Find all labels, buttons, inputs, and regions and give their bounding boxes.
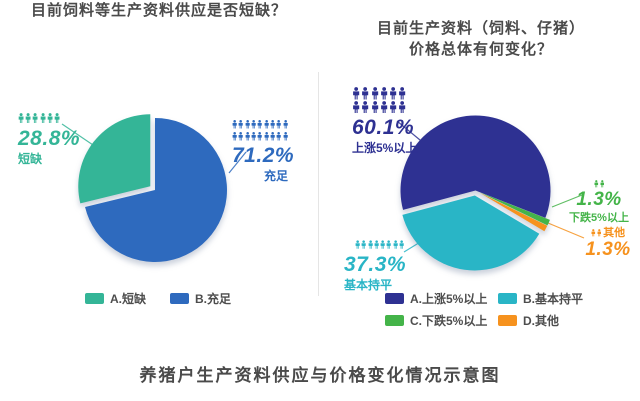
supply-pie-chart: [78, 114, 227, 262]
right-chart-title: 目前生产资料（饲料、仔猪） 价格总体有何变化？: [322, 18, 640, 60]
people-icons-other: [591, 228, 601, 238]
price-change-pie-chart: [400, 115, 551, 271]
callout-line: [228, 151, 247, 174]
callout-line: [396, 120, 421, 141]
legend-label-price-up: A.上涨5%以上: [410, 292, 488, 306]
shortage-swatch: [85, 293, 104, 304]
legend-item-shortage: A.短缺: [85, 290, 146, 307]
annotation-sufficient: 71.2% 充足: [232, 119, 295, 184]
pie-slice-基本持平: [402, 195, 540, 271]
panel-divider: [318, 72, 319, 296]
right-chart-title-line2: 价格总体有何变化？: [408, 41, 553, 58]
right-legend: A.上涨5%以上 B.基本持平 C.下跌5%以上 D.其他: [385, 290, 583, 329]
people-icons-shortage: [18, 112, 98, 124]
price-down-percent: 1.3%: [576, 188, 622, 210]
annotation-price-up: 60.1% 上涨5%以上: [352, 87, 432, 155]
people-icons-price-up: [352, 87, 432, 113]
legend-label-price-down: C.下跌5%以上: [410, 314, 488, 328]
pie-slice-下跌5%以上: [480, 192, 550, 226]
legend-label-shortage: A.短缺: [110, 292, 147, 306]
flat-swatch: [498, 293, 517, 304]
legend-item-other: D.其他: [498, 312, 583, 329]
annotation-flat: 37.3% 基本持平: [344, 239, 424, 292]
annotation-other: 其他 1.3%: [578, 227, 638, 261]
legend-label-flat: B.基本持平: [523, 292, 584, 306]
legend-item-price-up: A.上涨5%以上: [385, 290, 498, 307]
sufficient-percent: 71.2%: [232, 144, 295, 167]
price-down-label: 下跌5%以上: [569, 212, 629, 225]
other-icons-row: 其他: [578, 227, 638, 239]
price-up-percent: 60.1%: [352, 116, 415, 139]
price-up-label: 上涨5%以上: [352, 141, 418, 156]
annotation-price-down: 1.3% 下跌5%以上: [566, 179, 632, 224]
legend-item-price-down: C.下跌5%以上: [385, 312, 498, 329]
other-label: 其他: [603, 227, 626, 239]
callout-line: [61, 123, 97, 148]
people-icons-sufficient: [232, 119, 288, 141]
flat-percent: 37.3%: [344, 253, 407, 276]
annotation-shortage: 28.8% 短缺: [18, 112, 98, 166]
flat-label: 基本持平: [344, 278, 393, 293]
pie-slice-上涨5%以上: [400, 115, 551, 218]
callout-line: [551, 194, 583, 208]
price-up-swatch: [385, 293, 404, 304]
legend-label-sufficient: B.充足: [195, 292, 232, 306]
legend-label-other: D.其他: [523, 314, 560, 328]
people-icons-flat: [355, 239, 424, 250]
left-legend: A.短缺 B.充足: [85, 290, 231, 307]
bottom-caption: 养猪户生产资料供应与价格变化情况示意图: [139, 366, 501, 385]
other-percent: 1.3%: [585, 239, 631, 261]
people-icons-price-down: [594, 179, 604, 189]
pie-slice-充足: [85, 118, 227, 262]
left-chart-title: 目前饲料等生产资料供应是否短缺？: [30, 2, 287, 19]
legend-item-sufficient: B.充足: [170, 290, 231, 307]
pie-slice-短缺: [78, 114, 151, 204]
shortage-percent: 28.8%: [18, 127, 81, 150]
shortage-label: 短缺: [18, 152, 43, 167]
legend-item-flat: B.基本持平: [498, 290, 583, 307]
sufficient-swatch: [170, 293, 190, 304]
people-icons-price-down-wrap: [566, 179, 632, 189]
callout-line: [547, 222, 585, 239]
other-swatch: [498, 315, 517, 326]
price-down-swatch: [385, 315, 404, 326]
sufficient-label: 充足: [263, 169, 288, 184]
right-chart-title-line1: 目前生产资料（饲料、仔猪）: [376, 20, 585, 37]
pie-slice-其他: [479, 192, 548, 232]
